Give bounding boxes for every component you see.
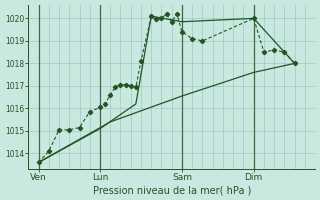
X-axis label: Pression niveau de la mer( hPa ): Pression niveau de la mer( hPa ) <box>92 185 251 195</box>
